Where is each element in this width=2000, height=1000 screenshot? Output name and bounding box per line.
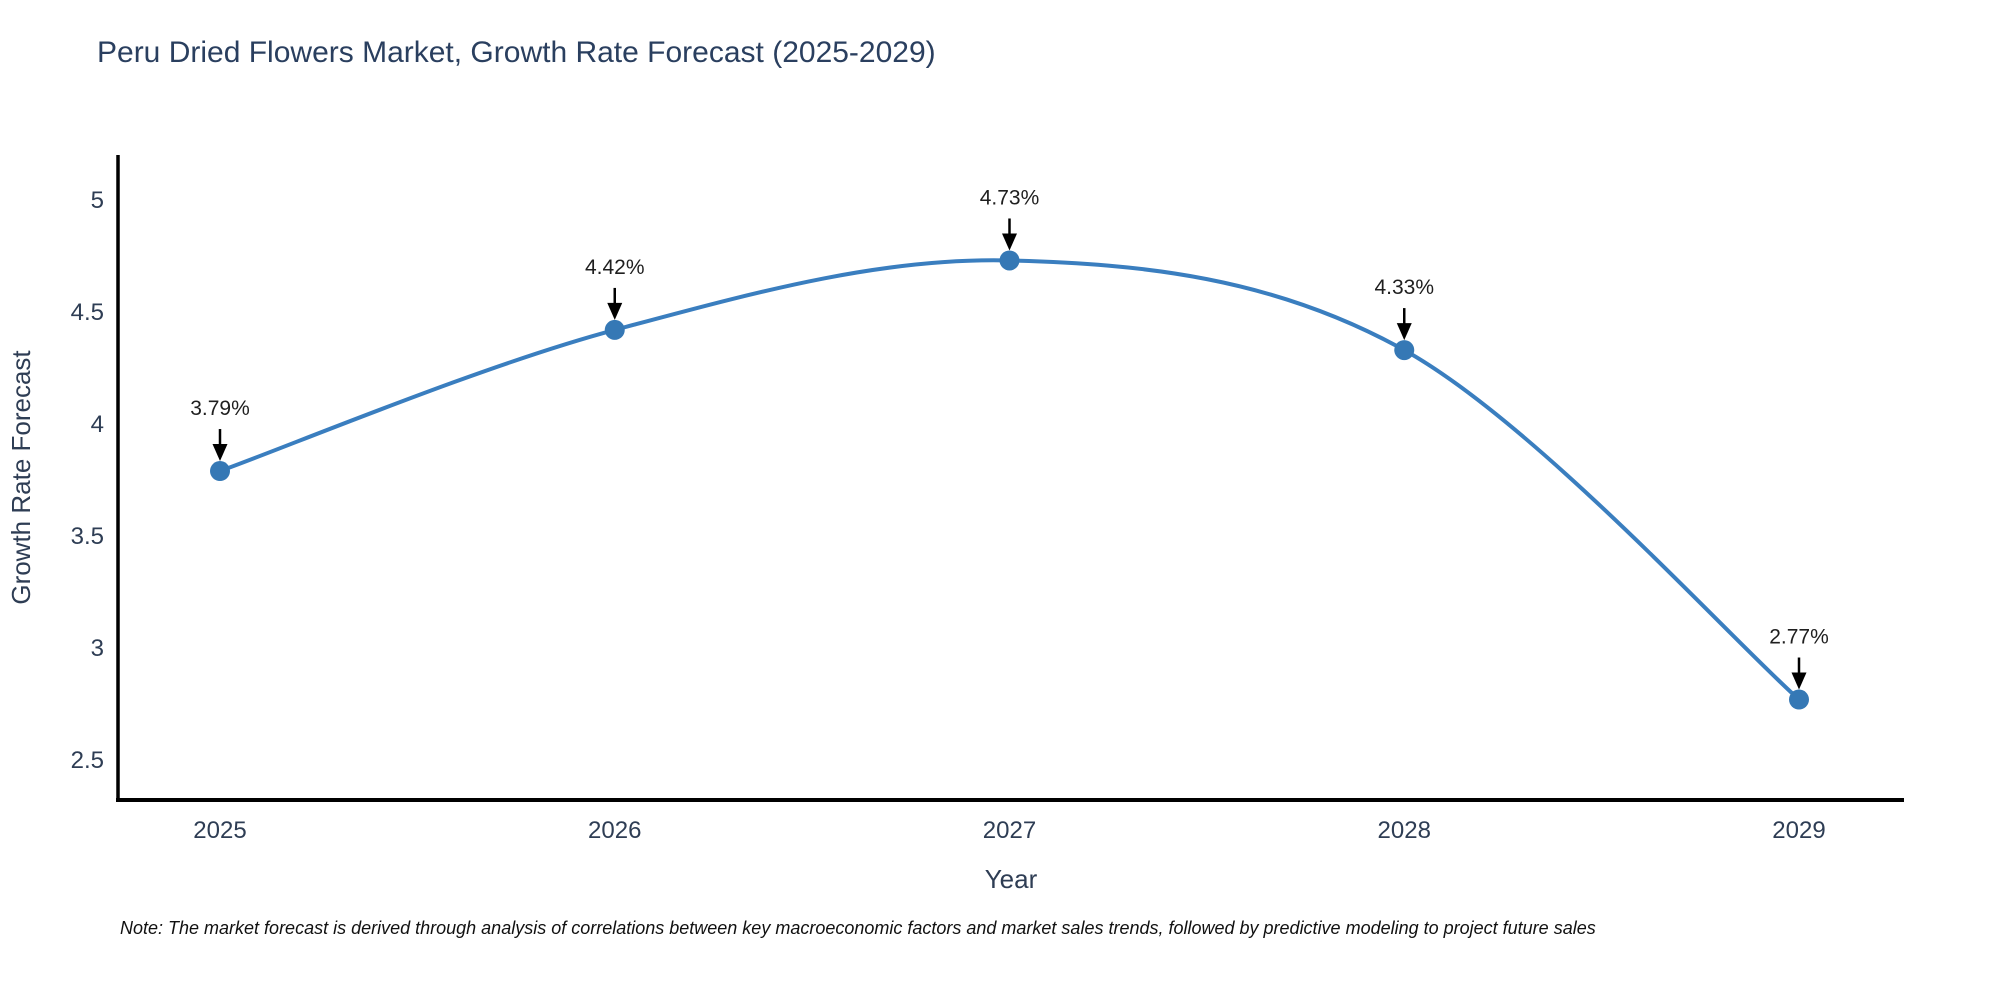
point-annotation-label: 3.79%	[190, 397, 250, 420]
annotation-arrowhead	[1002, 233, 1017, 251]
y-tick-label: 3	[91, 635, 104, 662]
annotation-arrowhead	[607, 302, 623, 320]
x-axis-title: Year	[985, 864, 1038, 894]
y-tick-label: 5	[91, 187, 104, 214]
annotation-arrowhead	[1396, 323, 1412, 341]
footnote: Note: The market forecast is derived thr…	[120, 918, 1596, 938]
data-point-marker[interactable]	[999, 250, 1020, 271]
series-line	[218, 258, 1801, 702]
chart-title: Peru Dried Flowers Market, Growth Rate F…	[97, 36, 936, 69]
y-axis-title: Growth Rate Forecast	[6, 350, 36, 605]
x-tick-label: 2028	[1378, 817, 1431, 844]
x-tick-label: 2026	[588, 817, 641, 844]
y-tick-label: 4.5	[71, 299, 104, 326]
annotation-arrowhead	[1791, 672, 1807, 690]
point-annotation-label: 4.73%	[980, 186, 1040, 209]
x-tick-label: 2029	[1772, 817, 1825, 844]
data-point-marker[interactable]	[210, 461, 230, 482]
data-point-marker[interactable]	[1789, 689, 1809, 710]
x-tick-label: 2027	[983, 817, 1036, 844]
annotation-arrowhead	[212, 444, 228, 462]
point-annotation-label: 2.77%	[1769, 626, 1829, 649]
data-point-marker[interactable]	[604, 319, 625, 340]
y-tick-label: 2.5	[71, 747, 104, 774]
point-annotation-label: 4.42%	[585, 256, 645, 279]
y-tick-label: 4	[91, 411, 104, 438]
point-annotation-label: 4.33%	[1374, 276, 1434, 299]
y-tick-label: 3.5	[71, 523, 104, 550]
data-point-marker[interactable]	[1394, 340, 1415, 361]
x-tick-label: 2025	[193, 817, 246, 844]
